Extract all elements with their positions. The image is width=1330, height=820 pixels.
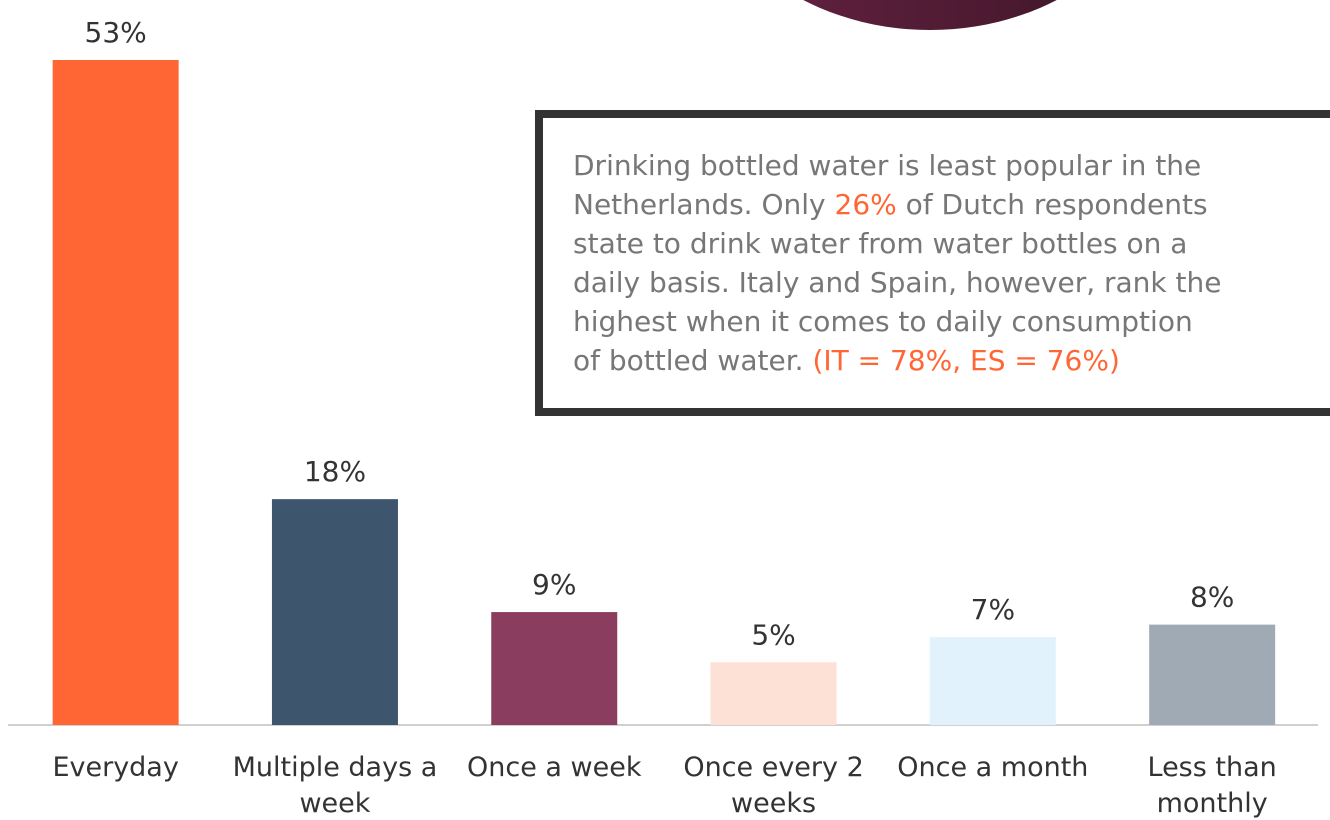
annotation-line: daily basis. Italy and Spain, however, r… [573,263,1330,302]
bar [52,60,179,725]
annotation-text: of bottled water. [573,344,813,377]
annotation-highlight: 26% [834,188,897,221]
annotation-text: state to drink water from water bottles … [573,227,1188,260]
annotation: Drinking bottled water is least popular … [535,110,1330,416]
annotation-text: highest when it comes to daily consumpti… [573,305,1193,338]
annotation-line: Drinking bottled water is least popular … [573,146,1330,185]
value-label: 8% [1190,581,1234,614]
decoration [803,0,1057,30]
x-tick-label: Once a week [467,752,642,783]
annotation-line: highest when it comes to daily consumpti… [573,302,1330,341]
value-label: 53% [85,16,147,49]
annotation-text: daily basis. Italy and Spain, however, r… [573,266,1222,299]
annotation-line: of bottled water. (IT = 78%, ES = 76%) [573,341,1330,380]
value-label: 9% [532,568,576,601]
x-tick-label: Multiple days a week [232,752,438,819]
bar [929,637,1056,725]
value-label: 5% [751,618,795,651]
bar [491,612,618,725]
x-tick-label: Everyday [52,752,179,783]
annotation-text: of Dutch respondents [896,188,1208,221]
bar [1149,624,1276,725]
annotation-highlight: (IT = 78%, ES = 76%) [812,344,1120,377]
value-label: 7% [971,593,1015,626]
annotation-text: Drinking bottled water is least popular … [573,149,1202,182]
bar [271,499,398,725]
x-tick-label: Once a month [897,752,1089,783]
annotation-text: Netherlands. Only [573,188,835,221]
x-tick-label: Once every 2 weeks [683,752,864,819]
x-tick-label: Less than monthly [1147,752,1277,819]
bar [710,662,837,725]
annotation-line: state to drink water from water bottles … [573,224,1330,263]
value-label: 18% [304,455,366,488]
annotation-line: Netherlands. Only 26% of Dutch responden… [573,185,1330,224]
